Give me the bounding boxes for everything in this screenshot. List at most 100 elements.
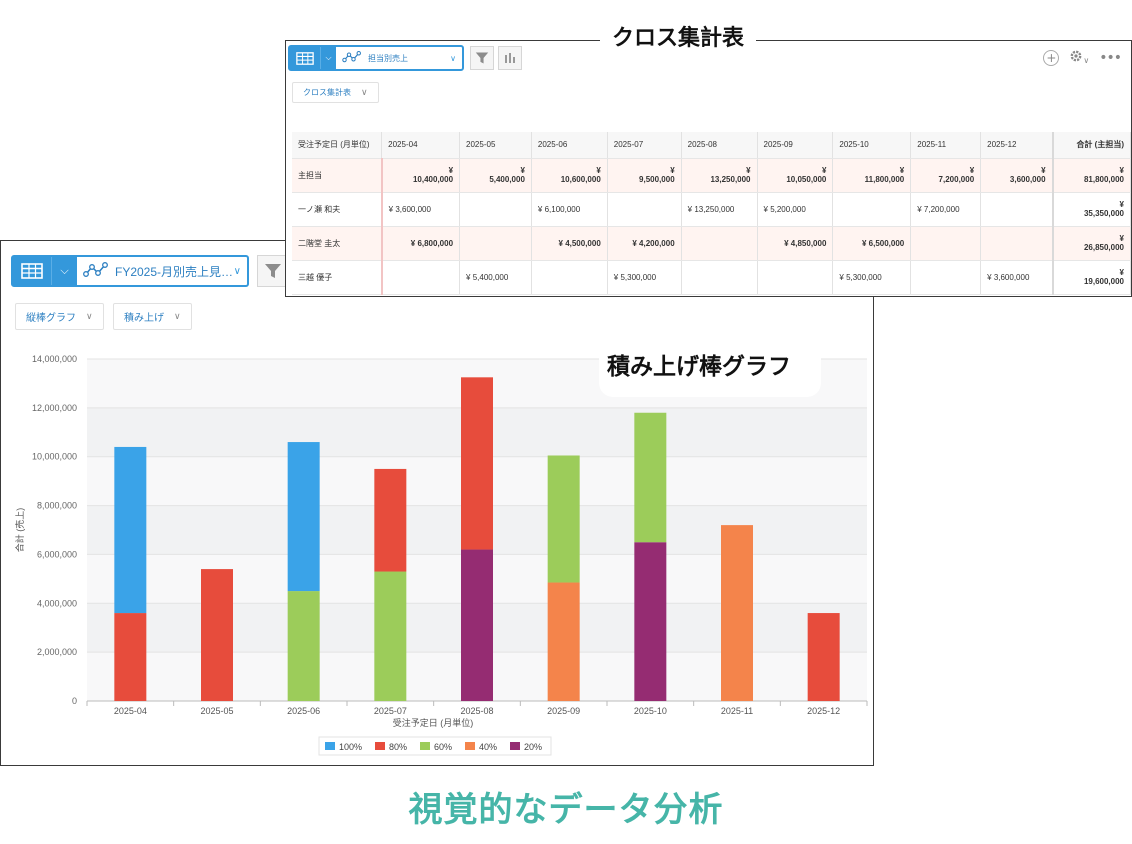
plus-icon[interactable]: + (1043, 49, 1060, 66)
line-graph-icon (342, 51, 362, 65)
month-column-header: 2025-07 (607, 132, 682, 159)
table-cell: ¥13,250,000 (681, 158, 758, 193)
chevron-down-icon[interactable]: ⌵ (320, 47, 336, 69)
legend-entry: 80% (389, 742, 407, 752)
table-cell: ¥ 3,600,000 (381, 192, 461, 227)
legend-entry: 40% (479, 742, 497, 752)
table-cell: ¥5,400,000 (459, 158, 532, 193)
bar-segment-40pct (721, 525, 753, 701)
more-icon[interactable]: ••• (1099, 49, 1122, 66)
table-cell: ¥3,600,000 (980, 158, 1054, 193)
table-cell (381, 260, 461, 295)
x-tick-label: 2025-08 (460, 706, 493, 716)
table-cell (910, 226, 982, 261)
row-label: 二階堂 圭太 (292, 226, 383, 261)
legend-entry: 100% (339, 742, 362, 752)
table-cell: ¥ 13,250,000 (681, 192, 758, 227)
view-name: FY2025-月別売上見… (115, 264, 234, 279)
y-tick-label: 0 (72, 696, 77, 706)
table-icon[interactable] (13, 257, 51, 285)
chart-callout: 積み上げ棒グラフ (599, 341, 821, 397)
cross-table-window: ⌵ 担当別売上 ∨ + ∨ ••• クロス集計表 ∨ 受注予定日 (月単位) 20… (285, 40, 1132, 297)
x-tick-label: 2025-09 (547, 706, 580, 716)
funnel-icon (475, 52, 489, 64)
table-cell (459, 192, 532, 227)
chevron-down-icon: ∨ (361, 87, 368, 97)
line-graph-icon (83, 261, 109, 281)
table-cell (832, 192, 912, 227)
table-cell: ¥ 4,200,000 (607, 226, 682, 261)
chevron-down-icon: ∨ (233, 265, 241, 277)
chart-type-dropdown[interactable]: 縦棒グラフ ∨ (15, 303, 104, 330)
month-column-header: 2025-08 (681, 132, 758, 159)
month-column-header: 2025-06 (531, 132, 608, 159)
bar-segment-80pct (374, 468, 407, 572)
y-tick-label: 12,000,000 (32, 403, 77, 413)
stack-mode-label: 積み上げ (124, 313, 164, 324)
table-cell: ¥7,200,000 (910, 158, 982, 193)
table-cell (980, 192, 1054, 227)
month-column-header: 2025-05 (459, 132, 532, 159)
legend-swatch (465, 742, 475, 750)
month-column-header: 2025-12 (980, 132, 1054, 159)
row-label: 一ノ瀬 和夫 (292, 192, 383, 227)
view-selector[interactable]: ⌵ 担当別売上 ∨ (288, 45, 464, 71)
month-column-header: 2025-04 (381, 132, 461, 159)
row-header-label: 受注予定日 (月単位) (292, 132, 383, 159)
page-caption: 視覚的なデータ分析 (408, 790, 724, 830)
table-row: 三越 優子 ¥ 5,400,000 ¥ 5,300,000 ¥ 5,300,000 ¥ … (292, 260, 1131, 295)
table-row: 一ノ瀬 和夫 ¥ 3,600,000 ¥ 6,100,000 ¥ 13,250,000… (292, 192, 1131, 227)
month-column-header: 2025-09 (757, 132, 834, 159)
table-cell (459, 226, 532, 261)
gear-icon[interactable]: ∨ (1069, 49, 1089, 66)
y-tick-label: 6,000,000 (37, 549, 77, 559)
month-column-header: 2025-11 (910, 132, 982, 159)
table-cell: ¥ 4,500,000 (531, 226, 608, 261)
bar-segment-40pct (547, 582, 580, 701)
chevron-down-icon[interactable]: ⌵ (51, 257, 77, 285)
legend-entry: 20% (524, 742, 542, 752)
view-name: 担当別売上 (368, 53, 408, 63)
x-tick-label: 2025-06 (287, 706, 320, 716)
cross-table: 受注予定日 (月単位) 2025-04 2025-05 2025-06 2025-07 2… (292, 132, 1131, 295)
filter-button[interactable] (470, 46, 494, 70)
view-selector[interactable]: ⌵ FY2025-月別売上見… ∨ (11, 255, 249, 287)
x-tick-label: 2025-11 (721, 706, 753, 716)
table-cell: ¥ 6,100,000 (531, 192, 608, 227)
stack-mode-dropdown[interactable]: 積み上げ ∨ (113, 303, 192, 330)
bar-segment-20pct (461, 549, 493, 701)
table-cell: ¥ 7,200,000 (910, 192, 982, 227)
view-name-dropdown[interactable]: 担当別売上 ∨ (336, 47, 462, 69)
row-label: 三越 優子 (292, 260, 383, 295)
table-cell (910, 260, 982, 295)
y-tick-label: 10,000,000 (32, 452, 77, 462)
chart-toolbar: ⌵ FY2025-月別売上見… ∨ (11, 255, 289, 287)
mode-dropdown[interactable]: クロス集計表 ∨ (292, 82, 379, 103)
y-tick-label: 8,000,000 (37, 501, 77, 511)
filter-button[interactable] (257, 255, 289, 287)
chart-type-label: 縦棒グラフ (26, 313, 76, 324)
total-column-header: 合計 (主担当) (1051, 132, 1131, 159)
bar-segment-60pct (634, 412, 667, 543)
chart-toggle-button[interactable] (498, 46, 522, 70)
bar-segment-100pct (114, 446, 147, 614)
table-cell: ¥9,500,000 (607, 158, 682, 193)
table-cell (531, 260, 608, 295)
table-cell: ¥ 5,400,000 (459, 260, 532, 295)
table-cell (607, 192, 682, 227)
bar-segment-80pct (461, 377, 493, 550)
bar-segment-60pct (547, 455, 580, 583)
table-cell (980, 226, 1054, 261)
table-icon[interactable] (290, 47, 320, 69)
x-tick-label: 2025-10 (634, 706, 667, 716)
cross-toolbar: ⌵ 担当別売上 ∨ (288, 45, 522, 71)
legend-swatch (420, 742, 430, 750)
table-row: 主担当 ¥10,400,000 ¥5,400,000 ¥10,600,000 ¥9,50… (292, 158, 1131, 193)
month-column-header: 2025-10 (832, 132, 912, 159)
legend-swatch (510, 742, 520, 750)
view-name-dropdown[interactable]: FY2025-月別売上見… ∨ (77, 257, 247, 285)
legend-swatch (375, 742, 385, 750)
cross-table-title: クロス集計表 (600, 20, 757, 52)
x-tick-label: 2025-07 (374, 706, 407, 716)
y-axis-label: 合計 (売上) (14, 508, 25, 553)
